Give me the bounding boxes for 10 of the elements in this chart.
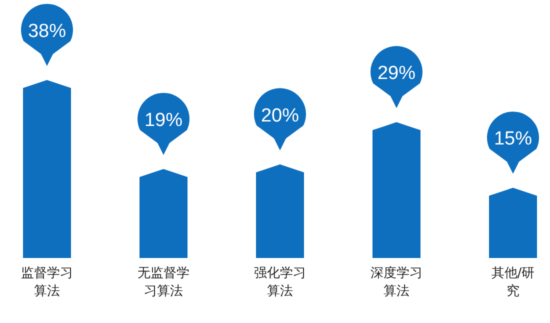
x-tick-label: 其他/研究 bbox=[491, 266, 535, 299]
x-tick-label: 强化学习算法 bbox=[254, 266, 306, 299]
data-label: 29% bbox=[377, 63, 416, 84]
x-tick-label: 无监督学习算法 bbox=[138, 266, 190, 299]
data-label: 19% bbox=[144, 110, 183, 131]
x-tick-label: 深度学习算法 bbox=[370, 265, 422, 299]
data-label: 20% bbox=[260, 105, 300, 126]
data-label: 38% bbox=[28, 21, 66, 42]
x-tick-label: 监督学习算法 bbox=[21, 266, 73, 299]
data-label: 15% bbox=[494, 128, 532, 150]
